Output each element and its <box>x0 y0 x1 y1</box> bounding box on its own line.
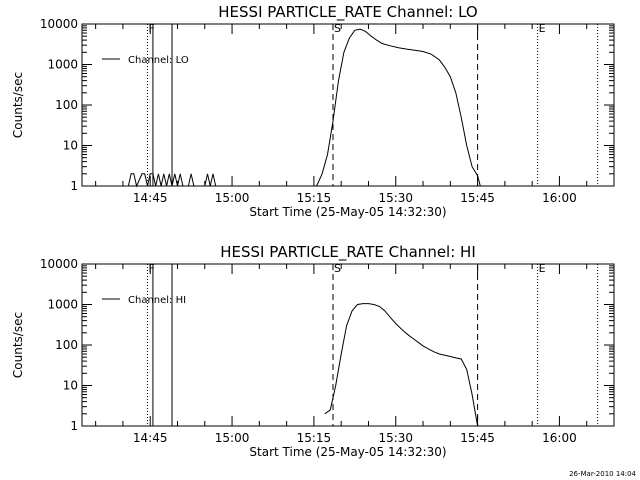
y-axis-label: Counts/sec <box>11 72 25 138</box>
x-tick-label: 15:15 <box>297 191 332 205</box>
y-axis-label: Counts/sec <box>11 312 25 378</box>
x-tick-label: 16:00 <box>542 431 577 445</box>
plot-timestamp: 26-Mar-2010 14:04 <box>569 470 636 478</box>
x-tick-label: 15:45 <box>460 191 495 205</box>
series-line <box>127 28 481 188</box>
y-tick-label: 10000 <box>40 17 78 31</box>
event-marker-label: F <box>148 262 154 275</box>
event-marker-label: E <box>539 22 546 35</box>
event-marker-label: F <box>148 22 154 35</box>
x-axis-label: Start Time (25-May-05 14:32:30) <box>249 445 446 459</box>
plot-frame <box>81 23 615 187</box>
event-marker-label: S <box>334 22 341 35</box>
panel-1: HESSI PARTICLE_RATE Channel: LO 1 10 100 100… <box>11 3 615 219</box>
y-tick-label: 10 <box>63 139 78 153</box>
x-tick-label: 14:45 <box>133 191 168 205</box>
y-tick-label: 1 <box>70 419 78 433</box>
event-marker-label: E <box>539 262 546 275</box>
plot-frame <box>81 263 615 427</box>
y-tick-label: 10 <box>63 379 78 393</box>
y-tick-label: 100 <box>55 98 78 112</box>
x-tick-label: 16:00 <box>542 191 577 205</box>
x-tick-label: 15:30 <box>378 431 413 445</box>
x-tick-label: 15:45 <box>460 431 495 445</box>
legend-label: Channel: HI <box>128 295 186 306</box>
legend-label: Channel: LO <box>128 55 189 66</box>
series-line <box>324 303 479 427</box>
panel-2: HESSI PARTICLE_RATE Channel: HI 1 10 100 100… <box>11 243 615 459</box>
x-tick-label: 15:00 <box>215 191 250 205</box>
x-tick-label: 15:30 <box>378 191 413 205</box>
x-tick-label: 15:15 <box>297 431 332 445</box>
event-marker-label: S <box>334 262 341 275</box>
y-tick-label: 100 <box>55 338 78 352</box>
y-tick-label: 1000 <box>47 58 78 72</box>
y-tick-label: 1000 <box>47 298 78 312</box>
x-tick-label: 14:45 <box>133 431 168 445</box>
x-axis-label: Start Time (25-May-05 14:32:30) <box>249 205 446 219</box>
chart-title: HESSI PARTICLE_RATE Channel: LO <box>218 3 477 22</box>
y-tick-label: 10000 <box>40 257 78 271</box>
y-tick-label: 1 <box>70 179 78 193</box>
x-tick-label: 15:00 <box>215 431 250 445</box>
chart-title: HESSI PARTICLE_RATE Channel: HI <box>220 243 476 262</box>
